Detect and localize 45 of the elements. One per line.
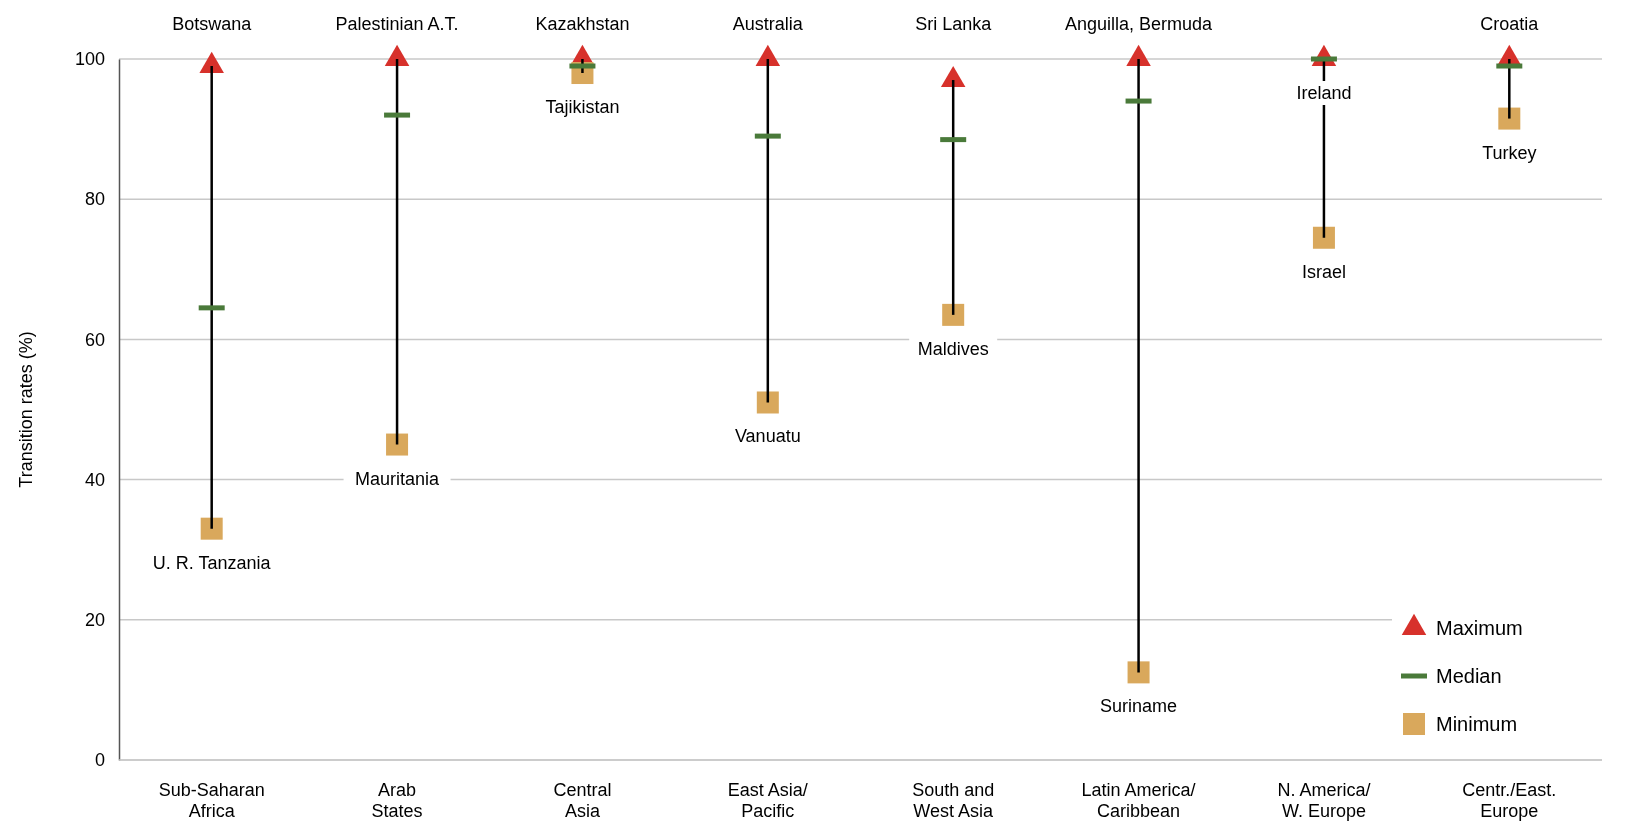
point [1127, 661, 1150, 684]
x-tick-label: Central Asia [553, 780, 612, 821]
point [1126, 44, 1151, 67]
annotation: Suriname [1100, 696, 1178, 717]
annotation: Australia [732, 14, 804, 34]
x-tick-label: N. America/ W. Europe [1277, 780, 1371, 821]
y-tick-label: 40 [84, 469, 105, 490]
annotation: U. R. Tanzania [152, 552, 272, 573]
annotation: Croatia [1480, 14, 1540, 34]
annotation: Sri Lanka [915, 14, 993, 34]
point [384, 44, 410, 67]
annotation: Palestinian A.T. [335, 14, 459, 34]
y-tick-label: 20 [84, 610, 105, 631]
legend-label: Median [1436, 665, 1502, 687]
y-tick-label: 80 [84, 189, 105, 210]
point [756, 391, 779, 414]
annotation: Vanuatu [734, 426, 801, 447]
point [940, 65, 966, 88]
y-tick-label: 0 [94, 750, 105, 771]
point [199, 51, 224, 74]
point [386, 433, 409, 456]
annotation: Ireland [1296, 83, 1352, 103]
y-tick-label: 60 [84, 329, 105, 350]
annotation: Botswana [172, 14, 253, 34]
x-tick-label: Sub-Saharan Africa [158, 780, 265, 821]
annotation: Anguilla, Bermuda [1065, 14, 1214, 34]
annotation: Israel [1301, 261, 1346, 282]
annotation: Kazakhstan [535, 14, 630, 34]
x-tick-label: Centr./East. Europe [1462, 780, 1557, 821]
annotation: Maldives [917, 338, 989, 359]
x-tick-label: East Asia/ Pacific [727, 780, 808, 821]
point [942, 303, 965, 326]
annotation: Tajikistan [545, 97, 620, 118]
x-tick-label: Arab States [371, 780, 423, 821]
point [200, 517, 223, 540]
annotation: Turkey [1482, 142, 1537, 163]
point [1312, 226, 1335, 249]
x-tick-label: Latin America/ Caribbean [1081, 780, 1196, 821]
legend-label: Maximum [1436, 617, 1523, 639]
annotation: Mauritania [355, 468, 441, 489]
legend-label: Minimum [1436, 713, 1518, 735]
x-tick-label: South and West Asia [912, 780, 995, 821]
y-axis-title: Transition rates (%) [16, 331, 36, 488]
y-tick-label: 100 [74, 49, 105, 70]
point [755, 44, 781, 67]
